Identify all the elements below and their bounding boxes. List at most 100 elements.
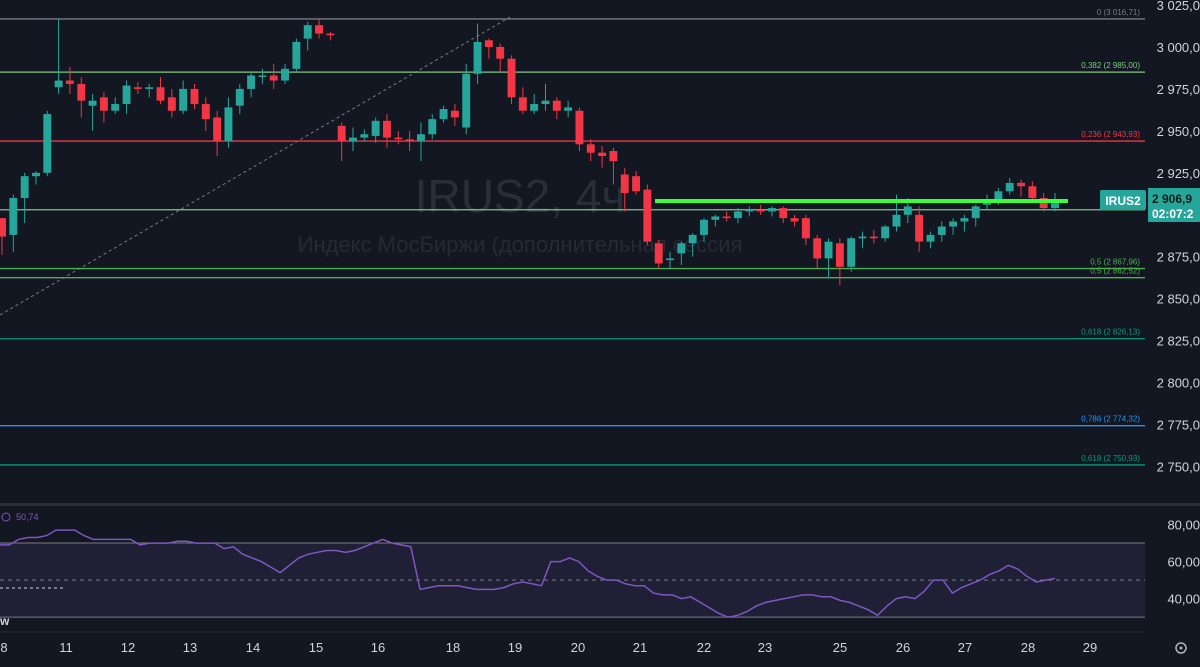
candle: [654, 239, 663, 269]
candle: [405, 130, 414, 152]
time-tick-label: 29: [1083, 640, 1097, 655]
time-tick-label: 18: [446, 640, 460, 655]
candle: [133, 82, 142, 94]
time-tick-label: 16: [371, 640, 385, 655]
candle: [99, 92, 108, 123]
candle: [201, 97, 210, 131]
fib-level-label: 0 (3 016,71): [1097, 8, 1140, 17]
candle: [54, 18, 63, 94]
candle: [462, 63, 471, 135]
candle: [688, 233, 697, 257]
candle: [756, 204, 765, 215]
candle: [745, 206, 754, 217]
rsi-tick-label: 80,00: [1167, 518, 1200, 533]
fib-level-label: 0,618 (2 826,13): [1081, 328, 1140, 337]
rsi-pane: 50,74 w: [0, 512, 1145, 628]
candle: [9, 194, 18, 252]
trend-line[interactable]: [0, 16, 511, 316]
candle: [813, 234, 822, 269]
candle: [1005, 177, 1014, 195]
watermark-symbol: IRUS2, 4ч: [415, 170, 626, 222]
price-tick-label: 2 875,0: [1157, 250, 1200, 265]
candle: [586, 139, 595, 162]
price-tick-label: 2 925,0: [1157, 166, 1200, 181]
last-price-label: 2 906,9: [1152, 192, 1192, 206]
candle: [937, 221, 946, 242]
candle: [156, 77, 165, 105]
candle: [858, 231, 867, 249]
candle: [416, 122, 425, 162]
candle: [575, 107, 584, 152]
price-tick-label: 3 000,0: [1157, 40, 1200, 55]
rsi-axis[interactable]: 80,00 60,00 40,00: [1167, 518, 1200, 607]
rsi-legend: 50,74: [1, 512, 39, 522]
candle: [1028, 181, 1037, 202]
candle: [609, 147, 618, 185]
candle: [598, 145, 607, 168]
candle: [190, 83, 199, 110]
price-tick-label: 2 775,0: [1157, 418, 1200, 433]
candle: [881, 224, 890, 242]
time-tick-label: 28: [1021, 640, 1035, 655]
rsi-tick-label: 60,00: [1167, 555, 1200, 570]
time-tick-label: 8: [0, 640, 7, 655]
candle: [620, 167, 629, 212]
candle: [32, 171, 40, 185]
candle: [179, 80, 188, 115]
time-tick-label: 26: [896, 640, 910, 655]
pane-separator[interactable]: [0, 503, 1200, 506]
symbol-tag-label: IRUS2: [1105, 194, 1141, 208]
price-tick-label: 2 750,0: [1157, 459, 1200, 474]
candle: [371, 117, 380, 143]
candle: [145, 83, 154, 98]
candle: [43, 110, 52, 177]
time-tick-label: 15: [309, 640, 323, 655]
price-tick-label: 2 975,0: [1157, 82, 1200, 97]
candle: [0, 218, 6, 256]
fib-level-label: 0,5 (2 862,52): [1090, 267, 1140, 276]
candle: [722, 211, 731, 222]
candle: [552, 97, 561, 120]
candle: [677, 241, 686, 266]
candle: [224, 97, 233, 148]
time-tick-label: 19: [508, 640, 522, 655]
time-tick-label: 22: [697, 640, 711, 655]
bar-countdown-label: 02:07:2: [1152, 207, 1194, 221]
candle: [77, 77, 86, 118]
candle: [711, 214, 720, 227]
candle: [122, 80, 131, 115]
time-axis[interactable]: 8 11 12 13 14 15 16 18 19 20 21 22 23 25 26 27 28 29: [0, 640, 1097, 655]
fib-level-label: 0,382 (2 985,00): [1081, 61, 1140, 70]
rsi-tick-label: 40,00: [1167, 592, 1200, 607]
candle: [666, 251, 674, 269]
candle: [949, 218, 958, 235]
price-tick-label: 2 825,0: [1157, 334, 1200, 349]
price-axis[interactable]: 3 025,03 000,02 975,02 950,02 925,02 900…: [1157, 0, 1200, 474]
candle: [349, 127, 357, 152]
candle: [847, 236, 856, 272]
candle: [303, 21, 312, 51]
candle: [167, 88, 176, 118]
candle: [790, 214, 799, 227]
candle: [315, 18, 323, 39]
fibonacci-levels[interactable]: 0 (3 016,71) 0,382 (2 985,00) 0,236 (2 943…: [0, 8, 1145, 466]
candle: [213, 110, 222, 157]
candle: [734, 208, 742, 224]
candle: [258, 68, 267, 84]
price-tick-label: 2 850,0: [1157, 292, 1200, 307]
candle: [247, 72, 256, 98]
candle: [235, 83, 244, 115]
candle: [767, 206, 776, 217]
candle: [960, 214, 969, 232]
candle: [65, 67, 74, 94]
candle: [394, 130, 403, 145]
time-tick-label: 11: [59, 640, 73, 655]
candle: [496, 43, 505, 73]
price-tick-label: 3 025,0: [1157, 0, 1200, 13]
time-tick-label: 23: [758, 640, 772, 655]
time-tick-label: 13: [183, 640, 197, 655]
settings-icon[interactable]: [1175, 642, 1187, 654]
time-tick-label: 25: [833, 640, 847, 655]
